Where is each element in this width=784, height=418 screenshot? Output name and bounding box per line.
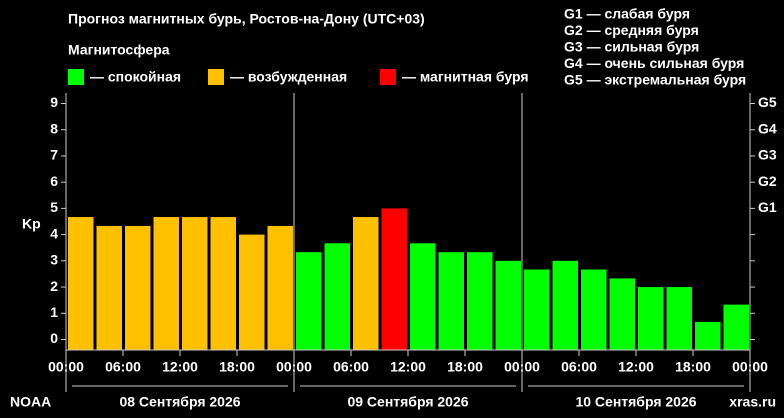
chart-title: Прогноз магнитных бурь, Ростов-на-Дону (…	[68, 11, 425, 27]
y-axis-label: Kp	[22, 216, 41, 232]
y2-tick-label: G3	[758, 147, 777, 163]
bar	[467, 252, 493, 350]
g-legend-item: G1 — слабая буря	[564, 6, 690, 22]
y-tick-label: 0	[50, 330, 58, 346]
bar	[324, 243, 350, 350]
y2-tick-label: G4	[758, 120, 777, 136]
bar	[638, 287, 664, 350]
bar	[267, 225, 293, 350]
bar	[381, 208, 407, 350]
bar	[438, 252, 464, 350]
y-tick-label: 4	[50, 225, 58, 241]
bar	[153, 217, 179, 350]
y-tick-label: 2	[50, 278, 58, 294]
g-legend-item: G4 — очень сильная буря	[564, 55, 744, 71]
bar	[695, 321, 721, 350]
legend-swatch	[380, 69, 396, 85]
source: NOAA	[10, 394, 51, 410]
legend-label: — спокойная	[90, 69, 181, 85]
g-legend-item: G5 — экстремальная буря	[564, 72, 746, 88]
x-tick-label: 18:00	[447, 359, 483, 375]
legend-label: — магнитная буря	[402, 69, 529, 85]
x-tick-label: 12:00	[390, 359, 426, 375]
y-tick-label: 8	[50, 120, 58, 136]
day-label: 09 Сентября 2026	[347, 394, 468, 410]
bar	[125, 225, 151, 350]
legend-swatch	[208, 69, 224, 85]
bar	[68, 217, 94, 350]
x-tick-label: 06:00	[333, 359, 369, 375]
bar	[552, 260, 578, 350]
y-tick-label: 9	[50, 94, 58, 110]
bar	[524, 269, 550, 350]
bar	[666, 287, 692, 350]
x-tick-label: 06:00	[105, 359, 141, 375]
y2-tick-label: G2	[758, 173, 777, 189]
g-legend-item: G2 — средняя буря	[564, 22, 699, 38]
legend-swatch	[68, 69, 84, 85]
bar	[581, 269, 607, 350]
x-tick-label: 06:00	[561, 359, 597, 375]
y-tick-label: 1	[50, 304, 58, 320]
bar	[296, 252, 322, 350]
y-tick-label: 6	[50, 173, 58, 189]
y-tick-label: 7	[50, 147, 58, 163]
x-tick-label: 12:00	[162, 359, 198, 375]
day-label: 10 Сентября 2026	[575, 394, 696, 410]
g-legend-item: G3 — сильная буря	[564, 39, 699, 55]
y2-tick-label: G5	[758, 94, 777, 110]
bar	[410, 243, 436, 350]
bar	[96, 225, 122, 350]
y-tick-label: 3	[50, 252, 58, 268]
bar	[239, 234, 265, 350]
legend-title: Магнитосфера	[68, 42, 170, 58]
bar	[723, 304, 749, 350]
site: xras.ru	[729, 394, 776, 410]
y-tick-label: 5	[50, 199, 58, 215]
bar	[609, 278, 635, 350]
bar	[210, 217, 236, 350]
x-tick-label: 18:00	[219, 359, 255, 375]
legend-label: — возбужденная	[230, 69, 347, 85]
day-label: 08 Сентября 2026	[119, 394, 240, 410]
bar	[495, 260, 521, 350]
bar	[353, 217, 379, 350]
x-tick-label: 18:00	[675, 359, 711, 375]
bar	[182, 217, 208, 350]
x-tick-label: 12:00	[618, 359, 654, 375]
y2-tick-label: G1	[758, 199, 777, 215]
